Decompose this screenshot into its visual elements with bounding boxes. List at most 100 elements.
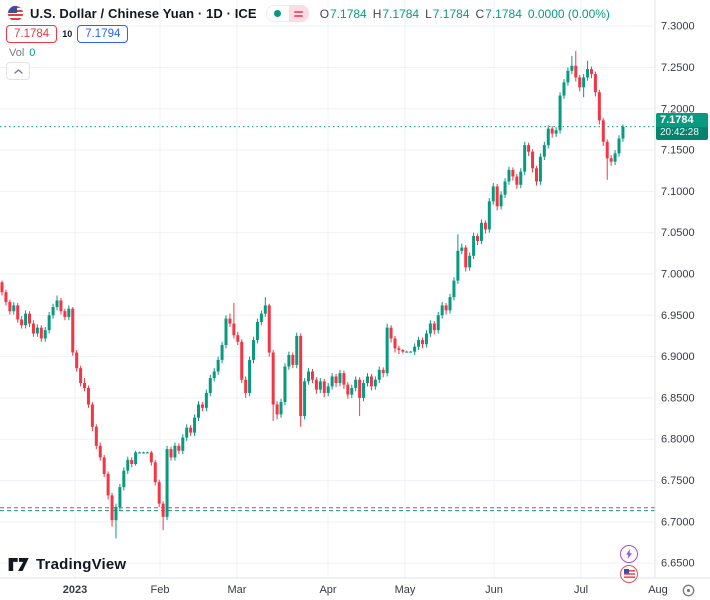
candle-body xyxy=(527,145,531,152)
price-axis-label: 6.9000 xyxy=(661,351,695,363)
spread-value: 10 xyxy=(62,29,73,39)
candle-body xyxy=(263,305,267,314)
volume-label: Vol xyxy=(9,47,25,59)
candle-body xyxy=(365,376,369,384)
candle-body xyxy=(566,70,570,83)
candle-body xyxy=(605,141,609,159)
candle-body xyxy=(228,318,232,324)
time-axis-label: Apr xyxy=(319,584,336,596)
volume-value: 0 xyxy=(29,47,36,59)
candle-body xyxy=(523,145,527,172)
candle-body xyxy=(244,379,248,393)
candle-body xyxy=(98,445,102,458)
last-price-value: 7.1784 xyxy=(660,114,694,126)
price-axis-label: 6.7500 xyxy=(661,475,695,487)
candle-body xyxy=(126,459,130,471)
price-axis-label: 6.9500 xyxy=(661,310,695,322)
economic-event-badge[interactable] xyxy=(620,565,638,583)
tradingview-wordmark: TradingView xyxy=(36,556,127,573)
time-axis-label: May xyxy=(395,584,416,596)
candle-body xyxy=(617,138,621,154)
candle-body xyxy=(464,247,468,268)
low-value: 7.1784 xyxy=(432,6,470,21)
candle-body xyxy=(39,327,43,339)
candle-body xyxy=(279,402,283,415)
timezone-settings-gear-icon[interactable] xyxy=(681,583,696,598)
candle-body xyxy=(499,194,503,207)
last-price-axis-label: 7.1784 20:42:28 xyxy=(656,113,708,140)
price-axis-label: 7.1500 xyxy=(661,145,695,157)
candle-body xyxy=(515,176,519,185)
candle-body xyxy=(145,452,149,454)
symbol-status-chips[interactable] xyxy=(265,5,309,22)
tradingview-mark-icon xyxy=(8,558,29,571)
lightning-bolt-icon xyxy=(626,549,632,559)
candle-body xyxy=(134,452,138,464)
chart-legend: U.S. Dollar / Chinese Yuan · 1D · ICE O7… xyxy=(8,5,610,22)
candle-body xyxy=(503,181,507,195)
candle-body xyxy=(138,452,142,454)
close-label: C xyxy=(475,6,485,21)
candle-body xyxy=(310,371,314,380)
ask-button[interactable]: 7.1794 xyxy=(77,25,129,43)
candle-body xyxy=(507,169,511,182)
collapse-legend-button[interactable] xyxy=(6,62,30,80)
candle-body xyxy=(71,308,75,353)
time-axis-label: Feb xyxy=(151,584,170,596)
candle-body xyxy=(267,305,271,353)
candle-body xyxy=(468,255,472,268)
candle-body xyxy=(173,445,177,458)
tradingview-logo[interactable]: TradingView xyxy=(8,556,126,573)
high-value: 7.1784 xyxy=(382,6,420,21)
candle-body xyxy=(200,404,204,408)
candle-body xyxy=(440,305,444,316)
key-event-badge[interactable] xyxy=(620,545,638,563)
candle-body xyxy=(334,376,338,384)
alerts-chip[interactable] xyxy=(288,5,309,22)
candle-body xyxy=(519,171,523,185)
time-axis-label: Aug xyxy=(648,584,668,596)
time-axis-label: Jun xyxy=(485,584,503,596)
candle-body xyxy=(330,376,334,387)
candle-body xyxy=(621,126,625,139)
candle-body xyxy=(90,404,94,427)
candle-body xyxy=(452,280,456,298)
candle-body xyxy=(149,452,153,463)
candle-body xyxy=(83,383,87,388)
time-axis-label: Mar xyxy=(228,584,247,596)
candle-body xyxy=(169,449,173,458)
candle-body xyxy=(94,426,98,446)
candle-body xyxy=(590,69,593,75)
candle-body xyxy=(393,338,397,349)
candle-body xyxy=(318,381,322,390)
candle-body xyxy=(362,383,366,398)
candle-body xyxy=(259,313,263,322)
symbol-title[interactable]: U.S. Dollar / Chinese Yuan · 1D · ICE xyxy=(30,6,257,21)
candle-body xyxy=(558,95,562,131)
candle-body xyxy=(601,120,605,142)
candle-body xyxy=(487,201,491,230)
price-axis-label: 7.1000 xyxy=(661,186,695,198)
candle-body xyxy=(424,333,428,345)
candle-body xyxy=(460,247,464,251)
candle-body xyxy=(578,77,582,88)
candle-body xyxy=(401,350,405,352)
volume-readout: Vol 0 xyxy=(9,47,35,59)
candle-body xyxy=(385,327,389,374)
bid-button[interactable]: 7.1784 xyxy=(6,25,58,43)
candle-body xyxy=(102,457,106,474)
candle-body xyxy=(597,92,601,121)
candle-body xyxy=(609,158,613,162)
market-status-chip[interactable] xyxy=(265,5,289,22)
candle-body xyxy=(177,445,181,451)
candle-body xyxy=(574,65,578,78)
candle-body xyxy=(122,470,126,488)
candle-body xyxy=(405,351,409,353)
candle-body xyxy=(86,388,90,405)
candle-body xyxy=(511,169,515,177)
candle-body xyxy=(550,128,554,134)
candle-body xyxy=(28,313,32,324)
candle-body xyxy=(193,417,197,433)
